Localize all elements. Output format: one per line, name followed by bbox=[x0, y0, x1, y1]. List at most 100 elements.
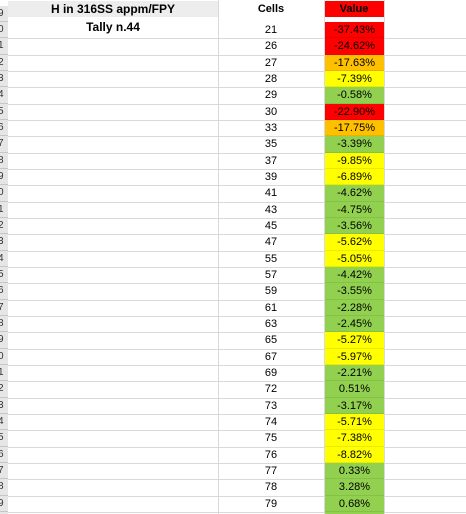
cell-number[interactable]: 21 bbox=[264, 24, 278, 36]
value-cell[interactable]: -2.45% bbox=[324, 315, 385, 333]
cell-number[interactable]: 77 bbox=[264, 464, 278, 477]
value-cell[interactable]: -3.56% bbox=[324, 217, 385, 235]
cell-number[interactable]: 67 bbox=[264, 350, 278, 363]
row-header[interactable]: 2 bbox=[0, 217, 8, 235]
row-header[interactable]: 5 bbox=[0, 430, 8, 447]
row-header[interactable]: 0 bbox=[0, 22, 8, 39]
value-cell[interactable]: -2.21% bbox=[324, 364, 385, 382]
cell-number[interactable]: 73 bbox=[264, 399, 278, 412]
cell-number[interactable]: 63 bbox=[264, 317, 278, 330]
cell-number[interactable]: 59 bbox=[264, 285, 278, 298]
cell-number[interactable]: 37 bbox=[264, 154, 278, 167]
row-header[interactable]: 7 bbox=[0, 462, 8, 480]
value-cell[interactable]: -7.38% bbox=[324, 430, 385, 447]
row-header[interactable]: 9 bbox=[0, 5, 8, 22]
row-header[interactable]: 9 bbox=[0, 495, 8, 512]
row-gridline bbox=[8, 185, 466, 187]
row-header[interactable]: 8 bbox=[0, 152, 8, 169]
cell-number[interactable]: 79 bbox=[264, 497, 278, 510]
row-header[interactable]: 8 bbox=[0, 315, 8, 333]
row-header[interactable]: 2 bbox=[0, 381, 8, 398]
value-cell[interactable]: -8.82% bbox=[324, 446, 385, 463]
row-header[interactable]: 9 bbox=[0, 332, 8, 349]
cell-number[interactable]: 57 bbox=[264, 268, 278, 281]
value-cell[interactable]: -4.75% bbox=[324, 201, 385, 218]
value-cell[interactable]: -0.58% bbox=[324, 87, 385, 104]
cell-number[interactable]: 45 bbox=[264, 219, 278, 232]
row-header[interactable]: 5 bbox=[0, 103, 8, 120]
row-gridline bbox=[8, 152, 466, 154]
cell-number[interactable]: 41 bbox=[264, 187, 278, 200]
value-cell[interactable]: -5.97% bbox=[324, 348, 385, 365]
row-header[interactable]: 4 bbox=[0, 413, 8, 431]
value-cell[interactable]: -17.75% bbox=[324, 119, 385, 137]
cell-number[interactable]: 33 bbox=[264, 121, 278, 134]
cell-number[interactable]: 55 bbox=[264, 252, 278, 265]
cell-number[interactable]: 35 bbox=[264, 138, 278, 151]
cells-column-header[interactable]: Cells bbox=[257, 3, 285, 15]
row-header[interactable]: 7 bbox=[0, 136, 8, 153]
value-cell[interactable]: 0.51% bbox=[324, 381, 385, 398]
value-column-header[interactable]: Value bbox=[324, 1, 384, 17]
row-header[interactable]: 8 bbox=[0, 479, 8, 496]
value-cell[interactable]: -4.62% bbox=[324, 185, 385, 202]
row-header[interactable]: 4 bbox=[0, 250, 8, 267]
cell-number[interactable]: 39 bbox=[264, 170, 278, 183]
value-cell[interactable]: -3.55% bbox=[324, 283, 385, 300]
row-header[interactable]: 5 bbox=[0, 266, 8, 284]
row-header[interactable]: 4 bbox=[0, 87, 8, 104]
row-header[interactable]: 3 bbox=[0, 70, 8, 88]
value-cell[interactable]: -5.05% bbox=[324, 250, 385, 267]
value-cell[interactable]: -22.90% bbox=[324, 103, 385, 120]
value-cell[interactable]: -17.63% bbox=[324, 54, 385, 71]
row-header[interactable]: 0 bbox=[0, 185, 8, 202]
cell-number[interactable]: 72 bbox=[264, 383, 278, 396]
subtitle-cell[interactable]: Tally n.44 bbox=[86, 20, 140, 34]
value-cell[interactable]: -9.85% bbox=[324, 152, 385, 169]
value-cell[interactable]: 3.28% bbox=[324, 479, 385, 496]
value-cell[interactable]: -5.27% bbox=[324, 332, 385, 349]
row-header[interactable]: 9 bbox=[0, 168, 8, 186]
value-cell[interactable]: -24.62% bbox=[324, 38, 385, 55]
cell-number[interactable]: 61 bbox=[264, 301, 278, 314]
row-header[interactable]: 1 bbox=[0, 364, 8, 382]
value-cell[interactable]: -5.71% bbox=[324, 413, 385, 431]
cell-number[interactable]: 75 bbox=[264, 432, 278, 445]
cell-number[interactable]: 43 bbox=[264, 203, 278, 216]
cell-number[interactable]: 69 bbox=[264, 366, 278, 379]
cell-number[interactable]: 27 bbox=[264, 56, 278, 69]
row-header[interactable]: 7 bbox=[0, 299, 8, 316]
value-cell[interactable]: -6.89% bbox=[324, 168, 385, 186]
row-header[interactable]: 3 bbox=[0, 234, 8, 251]
row-header[interactable]: 6 bbox=[0, 446, 8, 463]
value-cell[interactable]: -2.28% bbox=[324, 299, 385, 316]
cell-number[interactable]: 65 bbox=[264, 334, 278, 347]
row-gridline bbox=[8, 103, 466, 105]
row-header[interactable]: 6 bbox=[0, 119, 8, 137]
cell-number[interactable]: 30 bbox=[264, 105, 278, 118]
title-cell[interactable]: H in 316SS appm/FPY bbox=[8, 1, 218, 17]
value-cell[interactable]: -3.17% bbox=[324, 397, 385, 414]
cell-number[interactable]: 74 bbox=[264, 415, 278, 428]
row-header[interactable]: 2 bbox=[0, 54, 8, 71]
value-cell[interactable]: 0.68% bbox=[324, 495, 385, 512]
row-header[interactable]: 0 bbox=[0, 348, 8, 365]
cell-number[interactable]: 29 bbox=[264, 89, 278, 102]
cell-number[interactable]: 26 bbox=[264, 40, 278, 53]
cell-number[interactable]: 76 bbox=[264, 448, 278, 461]
cell-number[interactable]: 78 bbox=[264, 481, 278, 494]
row-header[interactable]: 1 bbox=[0, 38, 8, 55]
value-cell[interactable]: -4.42% bbox=[324, 266, 385, 284]
value-cell[interactable]: -5.62% bbox=[324, 234, 385, 251]
row-header[interactable]: 1 bbox=[0, 201, 8, 218]
value-cell[interactable]: -3.39% bbox=[324, 136, 385, 153]
value-cell[interactable]: -37.43% bbox=[324, 22, 385, 39]
cell-number[interactable]: 47 bbox=[264, 236, 278, 249]
cell-number[interactable]: 28 bbox=[264, 72, 278, 85]
value-cell[interactable]: -7.39% bbox=[324, 70, 385, 88]
row-header[interactable]: 6 bbox=[0, 283, 8, 300]
row-gridline bbox=[8, 201, 466, 203]
row-header[interactable]: 3 bbox=[0, 397, 8, 414]
value-cell[interactable]: 0.33% bbox=[324, 462, 385, 480]
